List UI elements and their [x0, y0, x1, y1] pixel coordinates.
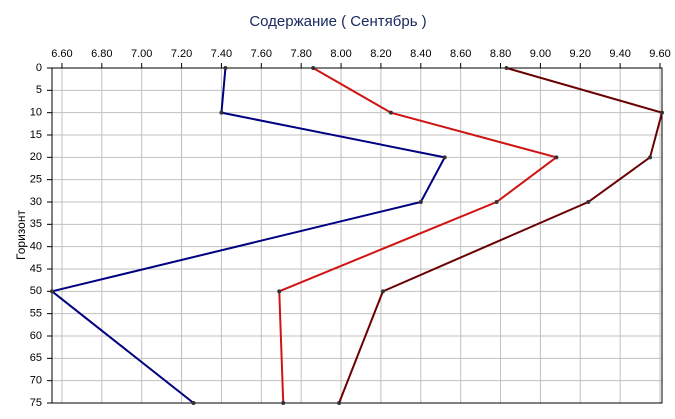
x-tick-label: 7.20	[171, 48, 192, 60]
y-tick-label: 65	[30, 352, 42, 364]
x-tick-label: 7.40	[211, 48, 232, 60]
y-tick-label: 60	[30, 330, 42, 342]
y-tick-label: 45	[30, 263, 42, 275]
x-tick-label: 7.80	[290, 48, 311, 60]
data-point	[223, 66, 228, 70]
data-point	[554, 155, 559, 160]
data-point	[660, 110, 664, 115]
data-point	[277, 289, 282, 294]
x-tick-label: 9.40	[609, 48, 630, 60]
y-tick-label: 20	[30, 151, 42, 163]
series-line	[278, 67, 559, 404]
data-point	[311, 66, 316, 70]
data-point	[504, 66, 509, 70]
y-tick-label: 35	[30, 218, 42, 230]
x-tick-label: 8.60	[450, 48, 471, 60]
x-tick-label: 8.40	[410, 48, 431, 60]
data-point	[281, 401, 286, 405]
data-point	[442, 155, 447, 160]
x-tick-label: 9.20	[570, 48, 591, 60]
data-point	[388, 110, 393, 115]
x-tick-label: 7.60	[251, 48, 272, 60]
y-tick-label: 25	[30, 174, 42, 186]
y-tick-label: 15	[30, 129, 42, 141]
y-tick-label: 0	[36, 62, 42, 74]
series-line	[49, 67, 447, 404]
x-tick-label: 9.00	[530, 48, 551, 60]
y-tick-label: 5	[36, 84, 42, 96]
x-tick-label: 7.00	[131, 48, 152, 60]
x-tick-label: 9.60	[649, 48, 670, 60]
x-tick-label: 6.80	[91, 48, 112, 60]
plot-frame	[51, 67, 663, 404]
data-point	[219, 110, 224, 115]
y-tick-label: 50	[30, 285, 42, 297]
x-tick-label: 8.20	[370, 48, 391, 60]
y-tick-label: 30	[30, 196, 42, 208]
data-point	[586, 200, 591, 204]
data-point	[648, 155, 653, 160]
x-tick-label: 6.60	[51, 48, 72, 60]
y-tick-label: 10	[30, 107, 42, 119]
y-tick-label: 55	[30, 308, 42, 320]
x-tick-label: 8.00	[330, 48, 351, 60]
chart-title: Содержание ( Сентябрь )	[249, 13, 426, 30]
y-tick-label: 40	[30, 241, 42, 253]
data-point	[494, 200, 499, 204]
y-tick-label: 75	[30, 397, 42, 409]
x-tick-label: 8.80	[490, 48, 511, 60]
data-point	[380, 289, 385, 294]
data-point	[418, 200, 423, 204]
data-point	[337, 401, 342, 405]
series-line	[338, 67, 664, 404]
y-axis-label: Горизонт	[14, 210, 28, 260]
y-tick-label: 70	[30, 375, 42, 387]
data-point	[191, 401, 196, 405]
data-point	[50, 289, 54, 294]
